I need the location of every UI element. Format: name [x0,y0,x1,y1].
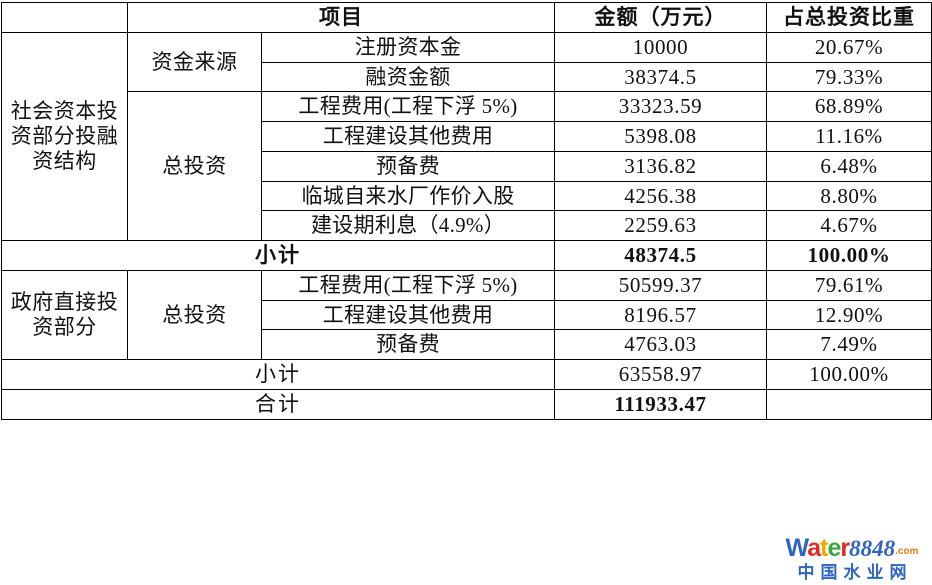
watermark-letter-e: e [827,534,841,562]
row-share: 12.90% [766,299,932,331]
table-row: 建设期利息（4.9%） 2259.63 4.67% [2,210,932,242]
table-row: 预备费 4763.03 7.49% [2,329,932,361]
grand-total-amount: 111933.47 [554,388,767,420]
row-amount: 38374.5 [554,61,767,93]
watermark-letter-w: W [785,534,809,562]
section-label-social-capital: 社会资本投资部分投融资结构 [1,31,128,242]
row-item-name: 工程费用(工程下浮 5%) [261,269,555,301]
row-item-name: 融资金额 [261,61,555,93]
row-amount: 3136.82 [554,150,767,182]
watermark-letter-r: r [840,534,850,562]
grand-total-label: 合计 [1,388,555,420]
site-watermark: Water8848.com 中国水业网 [778,536,926,582]
row-amount: 4256.38 [554,180,767,212]
row-share: 68.89% [766,91,932,123]
row-share: 6.48% [766,150,932,182]
row-amount: 50599.37 [554,269,767,301]
watermark-chinese-name: 中国水业网 [797,563,913,582]
row-item-name: 工程建设其他费用 [261,299,555,331]
row-item-name: 注册资本金 [261,31,555,63]
subtotal-label: 小计 [1,240,555,271]
subtotal-amount: 63558.97 [554,359,767,390]
grand-total-share [766,388,932,420]
table-row: 政府直接投资部分 总投资 工程费用(工程下浮 5%) 50599.37 79.6… [1,269,932,361]
row-share: 79.61% [766,269,932,301]
row-share: 8.80% [766,180,932,212]
row-amount: 5398.08 [554,121,767,152]
row-item-name: 临城自来水厂作价入股 [261,180,555,212]
table-row: 工程建设其他费用 8196.57 12.90% [2,299,932,331]
subtotal-share: 100.00% [766,240,932,271]
row-item-name: 预备费 [261,150,555,182]
subtotal-share: 100.00% [766,359,932,390]
table-header-row: 项目 金额（万元） 占总投资比重 [1,2,932,33]
subtotal-row-government: 小计 63558.97 100.00% [1,359,932,390]
row-share: 4.67% [766,210,932,242]
row-item-name: 工程费用(工程下浮 5%) [261,91,555,123]
row-item-name: 预备费 [261,329,555,361]
table-row: 总投资 工程费用(工程下浮 5%) 33323.59 68.89% [2,91,932,242]
row-amount: 10000 [554,31,767,63]
row-item-name: 建设期利息（4.9%） [261,210,555,242]
row-amount: 2259.63 [554,210,767,242]
subtotal-row-social-capital: 小计 48374.5 100.00% [1,240,932,271]
group-label-total-investment-social: 总投资 [127,91,262,242]
row-share: 79.33% [766,61,932,93]
row-amount: 33323.59 [554,91,767,123]
watermark-number: 8848 [849,536,896,561]
row-share: 11.16% [766,121,932,152]
header-corner-cell [1,2,128,33]
grand-total-row: 合计 111933.47 [1,388,932,420]
table-row: 临城自来水厂作价入股 4256.38 8.80% [2,180,932,212]
table-row: 社会资本投资部分投融资结构 资金来源 注册资本金 10000 20.67% [1,31,932,242]
row-share: 7.49% [766,329,932,361]
section-label-government-direct: 政府直接投资部分 [1,269,128,361]
table-row: 融资金额 38374.5 79.33% [2,61,932,93]
subtotal-amount: 48374.5 [554,240,767,271]
row-amount: 8196.57 [554,299,767,331]
subtotal-label: 小计 [1,359,555,390]
investment-structure-table: 项目 金额（万元） 占总投资比重 社会资本投资部分投融资结构 资金来源 注册资本… [1,2,932,420]
group-label-funding-source: 资金来源 [127,31,262,93]
row-amount: 4763.03 [554,329,767,361]
header-share: 占总投资比重 [766,2,932,33]
watermark-dotcom: .com [895,546,919,557]
header-amount: 金额（万元） [554,2,767,33]
watermark-letter-a: a [807,534,821,562]
group-label-total-investment-government: 总投资 [127,269,262,361]
watermark-letter-t: t [820,534,828,562]
row-item-name: 工程建设其他费用 [261,121,555,152]
watermark-wordmark: Water8848.com [778,536,926,561]
row-share: 20.67% [766,31,932,63]
header-item: 项目 [127,2,555,33]
